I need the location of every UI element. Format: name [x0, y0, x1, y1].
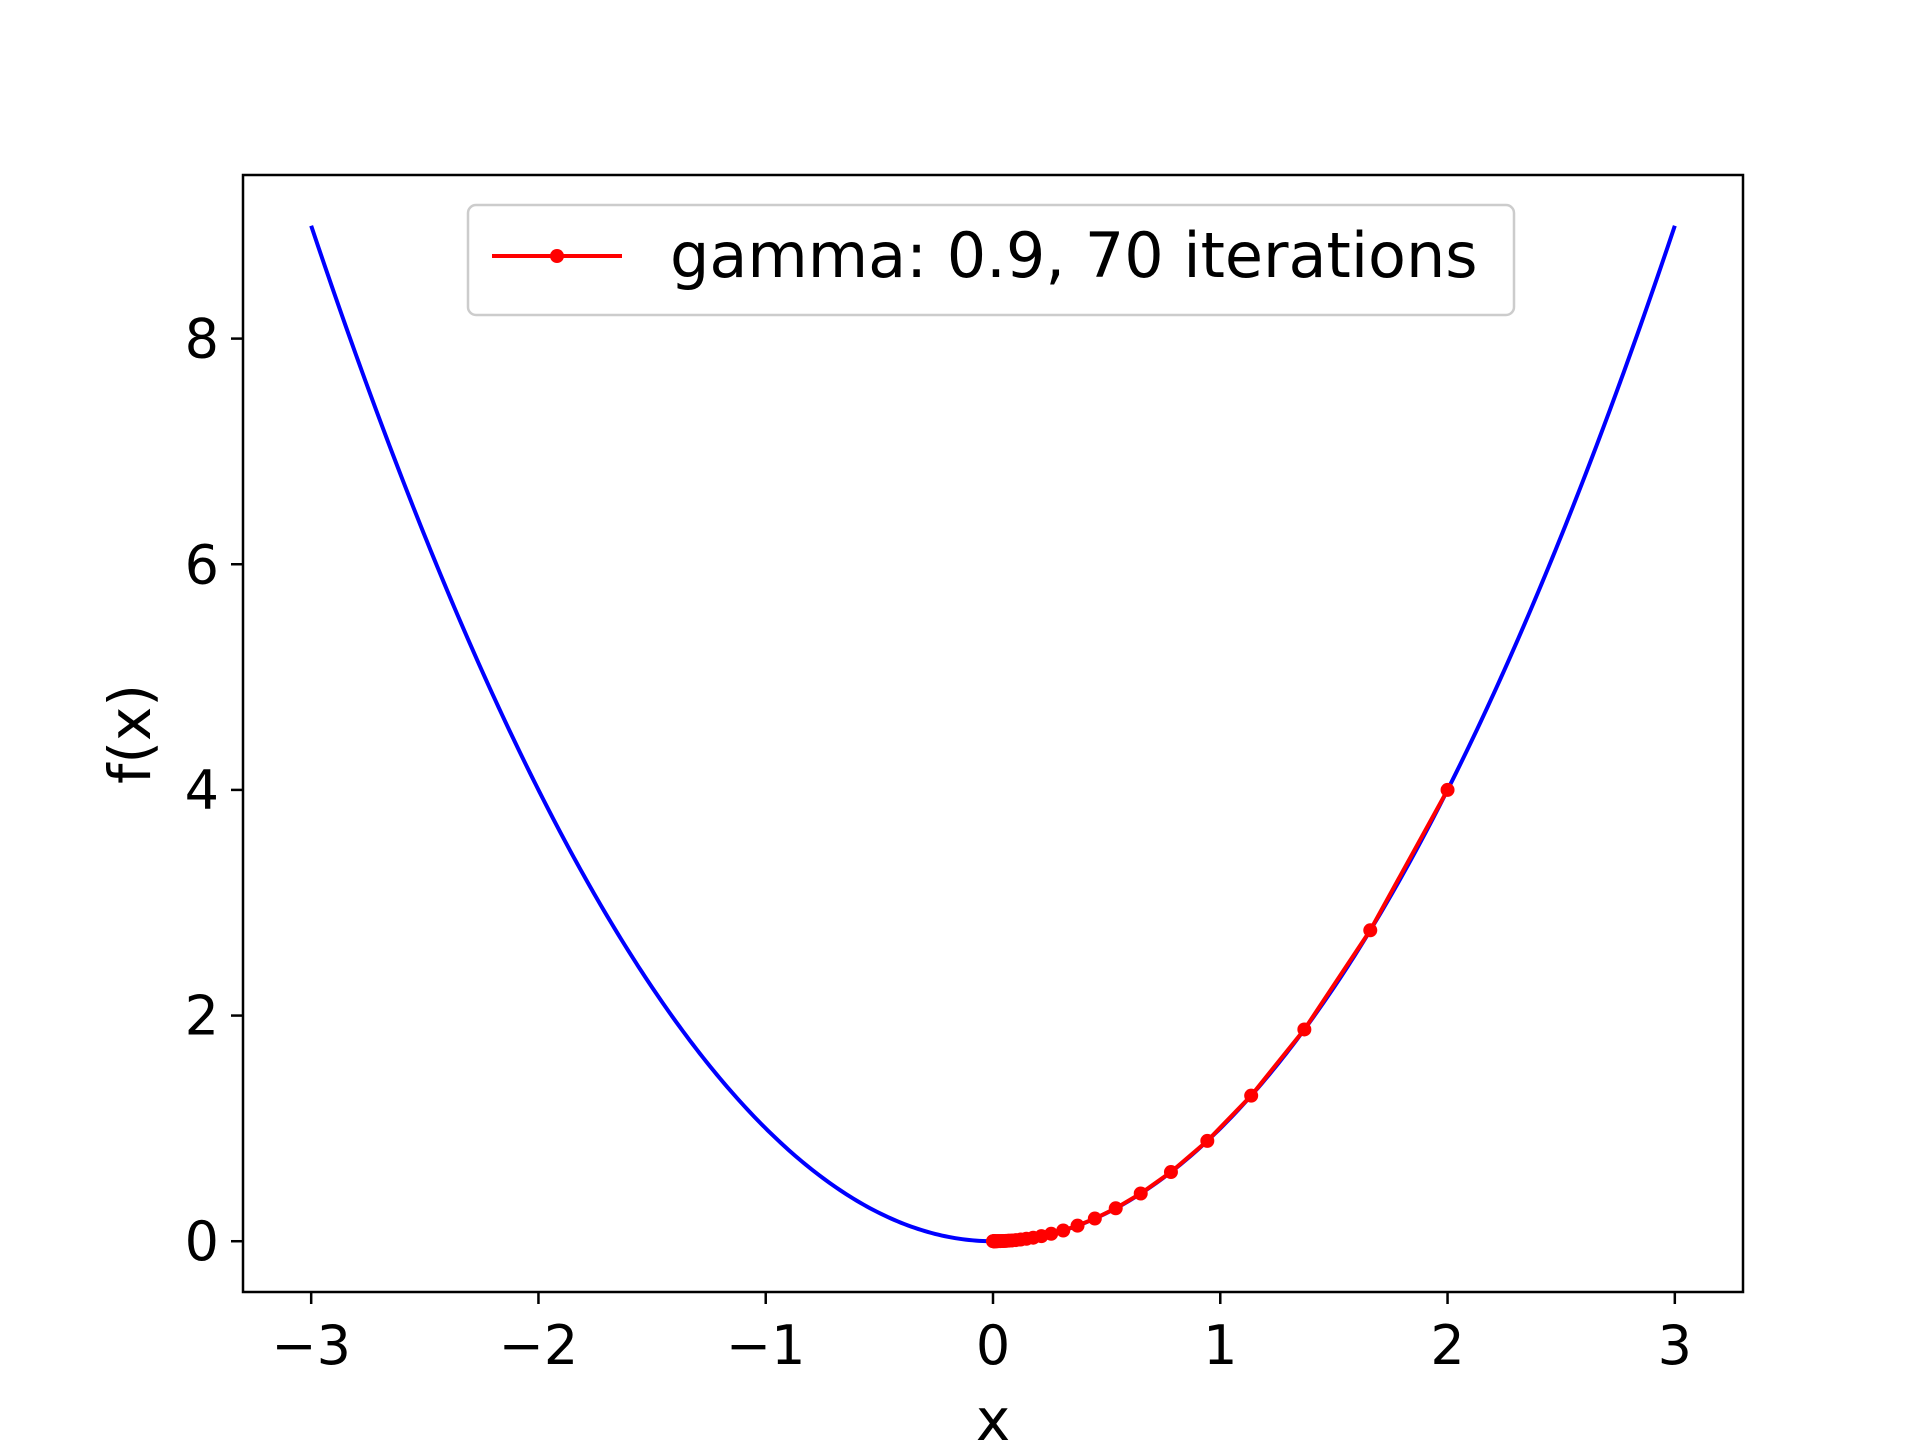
series-point — [1087, 1211, 1102, 1226]
x-tick-label: −3 — [271, 1314, 351, 1377]
y-tick-label: 4 — [185, 759, 219, 822]
x-axis-ticks: −3 −2 −1 0 1 2 3 — [271, 1292, 1692, 1377]
series-point — [1163, 1165, 1178, 1180]
series-point — [1108, 1201, 1123, 1216]
y-tick-label: 6 — [185, 533, 219, 596]
legend-entry-label: gamma: 0.9, 70 iterations — [670, 219, 1478, 292]
x-tick-label: 2 — [1430, 1314, 1464, 1377]
plot-background — [243, 175, 1743, 1292]
series-point — [1363, 923, 1378, 938]
series-point — [1200, 1133, 1215, 1148]
series-point — [1133, 1186, 1148, 1201]
legend-marker-swatch — [550, 249, 564, 263]
x-axis-label: x — [976, 1386, 1010, 1440]
y-axis-ticks: 0 2 4 6 8 — [185, 308, 243, 1273]
x-tick-label: 0 — [976, 1314, 1010, 1377]
y-tick-label: 0 — [185, 1210, 219, 1273]
legend: gamma: 0.9, 70 iterations — [466, 203, 1516, 317]
x-tick-label: 1 — [1203, 1314, 1237, 1377]
y-tick-label: 2 — [185, 985, 219, 1048]
y-tick-label: 8 — [185, 308, 219, 371]
x-tick-label: −2 — [499, 1314, 579, 1377]
y-axis-label: f(x) — [96, 684, 164, 784]
x-tick-label: 3 — [1658, 1314, 1692, 1377]
series-layer — [986, 782, 1455, 1249]
series-point — [986, 1234, 1000, 1249]
legend-box — [466, 203, 1516, 317]
series-point — [1440, 782, 1455, 797]
series-point — [1070, 1218, 1085, 1233]
series-point — [1297, 1022, 1312, 1037]
x-tick-label: −1 — [726, 1314, 806, 1377]
series-point — [1244, 1088, 1259, 1103]
series-point — [1056, 1223, 1071, 1238]
